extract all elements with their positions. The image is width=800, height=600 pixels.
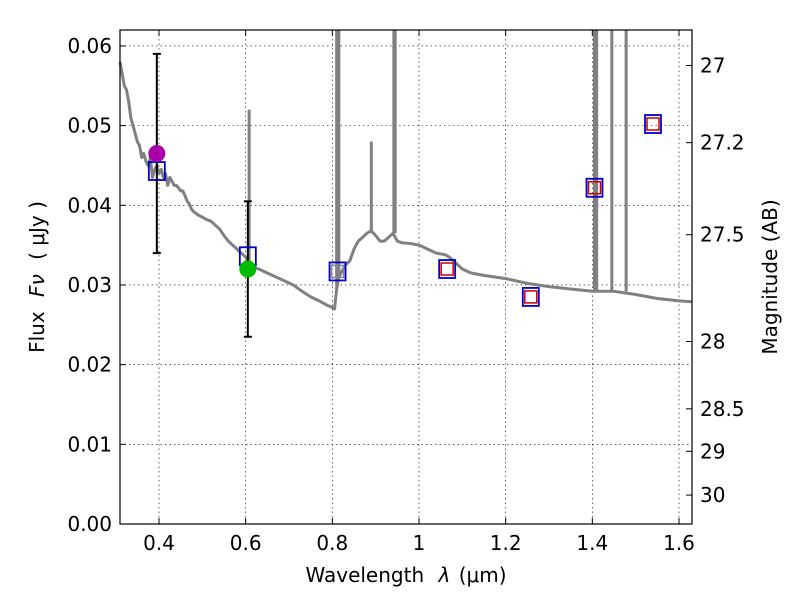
y-tick-label: 0.05 (67, 114, 112, 138)
predicted-band-marker (330, 264, 345, 279)
y2-tick-label: 29 (700, 439, 725, 463)
y-tick-label: 0.02 (67, 353, 112, 377)
y-axis-label: Flux Fν ( μJy ) (25, 201, 49, 353)
y-tick-label: 0.01 (67, 432, 112, 456)
sed-model-layer (118, 30, 693, 311)
observed-green-point (239, 260, 257, 278)
y-tick-label: 0.04 (67, 193, 112, 217)
grid (120, 30, 692, 525)
model-band-marker (147, 161, 166, 181)
axis-layer: 0.4 0.6 0.8 1 1.2 1.4 1.6 0.00 0.01 0.02 0.03 0.04 0… (67, 30, 745, 555)
predicted-band-marker (524, 290, 538, 304)
model-band-marker (328, 261, 347, 282)
observed-magenta-point (148, 145, 166, 162)
predicted-band-marker (440, 262, 454, 276)
predicted-band-marker (646, 117, 660, 131)
y2-tick-label: 28 (700, 329, 725, 353)
y-tick-label: 0.03 (67, 273, 112, 297)
predicted-band-marker (587, 181, 602, 195)
y-tick-label: 0.06 (67, 34, 112, 58)
plot-frame (119, 29, 693, 525)
model-band-marker (585, 177, 604, 198)
x-tick-label: 0.8 (316, 531, 348, 555)
y-tick-label: 0.00 (67, 512, 112, 536)
y2-tick-label: 30 (700, 483, 725, 507)
y2-tick-label: 27 (700, 54, 725, 78)
y2-axis-label: Magnitude (AB) (758, 199, 782, 354)
x-tick-label: 0.6 (230, 531, 262, 555)
y2-tick-label: 27.2 (700, 131, 745, 155)
x-tick-label: 0.4 (143, 531, 175, 555)
x-tick-label: 1.4 (576, 531, 608, 555)
x-tick-label: 1.6 (663, 531, 695, 555)
model-band-marker (521, 287, 540, 307)
x-tick-label: 1 (413, 531, 426, 555)
y2-tick-label: 28.5 (700, 397, 745, 421)
model-band-marker (644, 114, 662, 134)
sed-model-line (118, 61, 693, 311)
points-layer (147, 52, 662, 338)
x-tick-label: 1.2 (490, 531, 522, 555)
y2-tick-label: 27.5 (700, 223, 745, 247)
model-band-marker (438, 259, 457, 279)
x-axis-label: Wavelength λ (μm) (305, 563, 506, 587)
